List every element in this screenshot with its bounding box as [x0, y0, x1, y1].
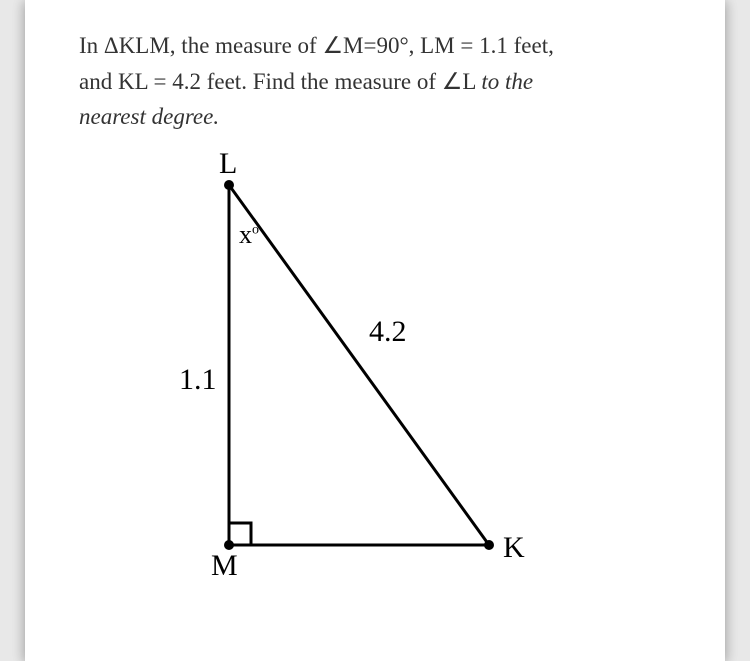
side-kl: [229, 185, 489, 545]
problem-line3: nearest degree.: [79, 104, 219, 129]
problem-line2a: and KL = 4.2 feet. Find the measure of ∠…: [79, 69, 481, 94]
vertex-dot-l: [224, 180, 234, 190]
vertex-dot-k: [484, 540, 494, 550]
triangle-diagram: L M K 1.1 4.2 xo: [79, 165, 671, 635]
problem-card: In ΔKLM, the measure of ∠M=90°, LM = 1.1…: [25, 0, 725, 661]
vertex-label-k: K: [503, 531, 525, 565]
problem-statement: In ΔKLM, the measure of ∠M=90°, LM = 1.1…: [79, 28, 671, 135]
problem-line2b: to the: [481, 69, 533, 94]
angle-x-text: xo: [239, 220, 259, 249]
vertex-label-l: L: [219, 147, 237, 181]
triangle-svg: [169, 175, 529, 575]
vertex-label-m: M: [211, 549, 238, 583]
side-label-kl: 4.2: [369, 315, 407, 349]
page-wrap: In ΔKLM, the measure of ∠M=90°, LM = 1.1…: [0, 0, 750, 661]
angle-label-x: xo: [239, 220, 259, 250]
side-label-lm: 1.1: [179, 363, 217, 397]
problem-line1: In ΔKLM, the measure of ∠M=90°, LM = 1.1…: [79, 33, 554, 58]
